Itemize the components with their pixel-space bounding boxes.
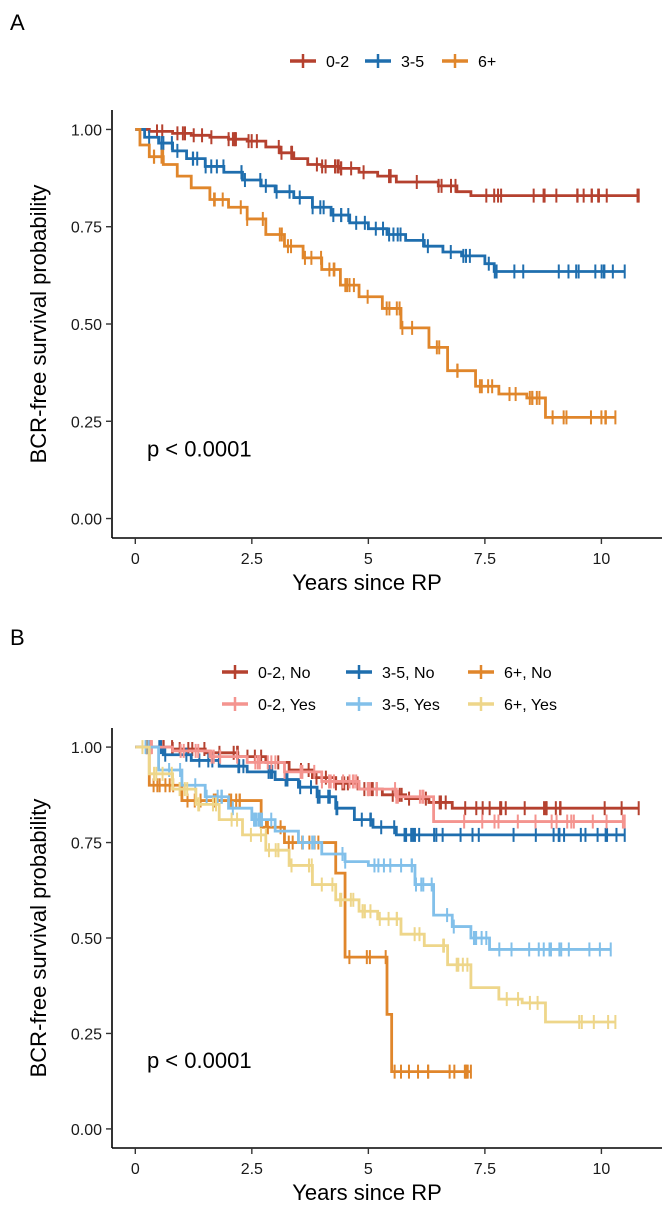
y-tick-label: 0.00 xyxy=(71,512,102,529)
panel-letter: B xyxy=(10,625,25,650)
legend-label: 3-5 xyxy=(401,54,424,71)
legend-label: 0-2 xyxy=(326,54,349,71)
x-tick-label: 7.5 xyxy=(474,1161,496,1178)
y-tick-label: 1.00 xyxy=(71,122,102,139)
p-value-annotation: p < 0.0001 xyxy=(147,437,252,462)
legend-item: 3-5 xyxy=(365,54,424,71)
y-tick-label: 1.00 xyxy=(71,740,102,757)
x-tick-label: 0 xyxy=(131,1161,140,1178)
legend-item: 3-5, No xyxy=(346,665,435,682)
km-curve xyxy=(135,745,625,837)
km-curve xyxy=(135,745,611,951)
x-tick-label: 10 xyxy=(593,1161,611,1178)
legend-item: 0-2, Yes xyxy=(222,697,316,714)
legend-label: 0-2, No xyxy=(258,665,311,682)
km-curve xyxy=(135,128,616,419)
panel-A: A 0-2 3-5 6+ 0.00 0.25 0.50 0.75 1.00 0 2.5 5 7.5 10 Y… xyxy=(10,10,662,595)
x-axis-title: Years since RP xyxy=(292,570,442,595)
y-axis-title: BCR-free survival probability xyxy=(26,185,51,464)
legend-label: 6+, No xyxy=(504,665,552,682)
km-curve-group xyxy=(135,740,612,957)
y-tick-label: 0.25 xyxy=(71,1026,102,1043)
legend-item: 6+, Yes xyxy=(468,697,557,714)
y-tick-label: 0.25 xyxy=(71,414,102,431)
legend-item: 3-5, Yes xyxy=(346,697,440,714)
legend-item: 0-2 xyxy=(290,54,349,71)
x-tick-label: 10 xyxy=(593,551,611,568)
p-value-annotation: p < 0.0001 xyxy=(147,1048,252,1073)
x-tick-label: 7.5 xyxy=(474,551,496,568)
y-tick-label: 0.50 xyxy=(71,931,102,948)
panel-letter: A xyxy=(10,10,25,35)
x-tick-label: 2.5 xyxy=(241,1161,263,1178)
legend-label: 6+, Yes xyxy=(504,697,557,714)
x-tick-label: 0 xyxy=(131,551,140,568)
panel-B: B 0-2, No 3-5, No 6+, No 0-2, Yes 3-5, Yes 6+,… xyxy=(10,625,662,1205)
legend-label: 3-5, No xyxy=(382,665,435,682)
legend-item: 0-2, No xyxy=(222,665,311,682)
x-axis-title: Years since RP xyxy=(292,1180,442,1205)
legend-item: 6+ xyxy=(442,54,496,71)
km-curve-group xyxy=(135,740,626,842)
km-curve-group xyxy=(135,128,617,425)
x-tick-label: 2.5 xyxy=(241,551,263,568)
legend-label: 6+ xyxy=(478,54,496,71)
km-curve-group xyxy=(135,740,617,1029)
km-curve-group xyxy=(135,124,640,203)
km-curve-group xyxy=(135,740,626,829)
km-curve xyxy=(135,128,639,197)
x-tick-label: 5 xyxy=(364,551,373,568)
y-tick-label: 0.75 xyxy=(71,220,102,237)
y-tick-label: 0.50 xyxy=(71,317,102,334)
y-tick-label: 0.00 xyxy=(71,1122,102,1139)
x-tick-label: 5 xyxy=(364,1161,373,1178)
legend-label: 3-5, Yes xyxy=(382,697,440,714)
legend-item: 6+, No xyxy=(468,665,552,682)
y-tick-label: 0.75 xyxy=(71,836,102,853)
y-axis-title: BCR-free survival probability xyxy=(26,799,51,1078)
legend-label: 0-2, Yes xyxy=(258,697,316,714)
km-curve-group xyxy=(135,128,626,279)
